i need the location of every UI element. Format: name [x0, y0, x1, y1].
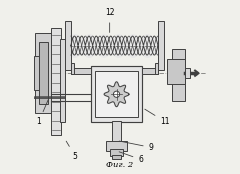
Bar	[36, 33, 51, 113]
Text: 5: 5	[66, 141, 78, 161]
Bar	[34, 56, 39, 90]
Bar	[106, 141, 127, 151]
Text: 6: 6	[119, 152, 143, 164]
Text: 9: 9	[119, 141, 154, 152]
Circle shape	[114, 91, 120, 97]
Bar	[112, 155, 121, 159]
Text: 12: 12	[105, 8, 114, 32]
Bar	[91, 66, 142, 121]
Bar	[142, 68, 158, 74]
Bar	[60, 39, 65, 121]
Bar	[185, 68, 190, 78]
Bar	[65, 21, 71, 70]
Bar	[39, 42, 48, 104]
Bar	[110, 149, 123, 156]
Polygon shape	[104, 82, 129, 107]
Bar	[51, 28, 61, 135]
Bar	[95, 71, 138, 117]
Text: Фиг. 2: Фиг. 2	[106, 161, 134, 169]
Bar	[155, 63, 158, 74]
Bar	[71, 63, 74, 74]
Text: 11: 11	[145, 109, 170, 126]
Text: 1: 1	[36, 100, 48, 126]
Bar	[172, 49, 185, 101]
Bar	[71, 68, 91, 74]
Bar	[168, 59, 185, 84]
Bar	[112, 121, 121, 142]
Bar	[158, 21, 164, 70]
